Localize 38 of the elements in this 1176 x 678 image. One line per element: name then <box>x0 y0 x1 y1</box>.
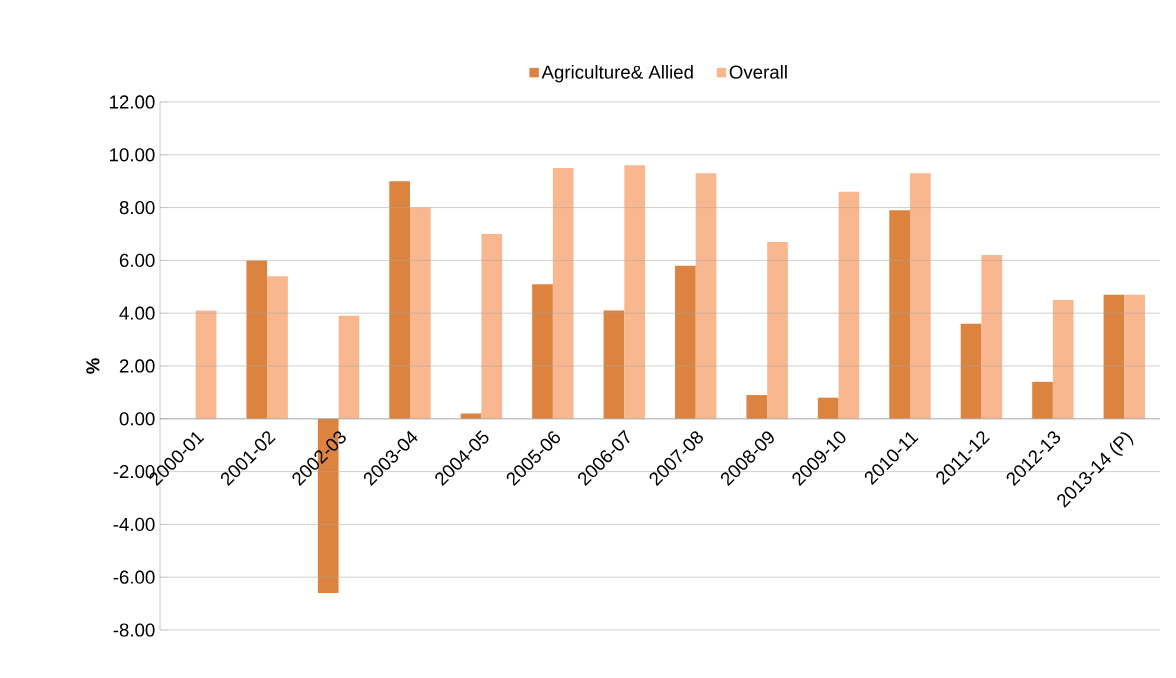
bar <box>267 276 288 419</box>
y-tick-label: 6.00 <box>119 253 155 268</box>
bar <box>1032 381 1053 419</box>
bar <box>1124 294 1146 419</box>
y-tick-label: 12.00 <box>110 95 155 109</box>
bar <box>960 323 982 419</box>
bar <box>195 310 217 419</box>
bar <box>889 210 911 419</box>
y-tick-label: -6.00 <box>113 570 155 584</box>
y-axis-title: % <box>86 358 100 374</box>
bar <box>767 241 788 419</box>
bar <box>532 284 553 419</box>
bar <box>338 315 360 419</box>
bar <box>817 397 839 419</box>
bar <box>746 395 768 419</box>
y-tick-label: -8.00 <box>113 623 155 637</box>
bar <box>1103 294 1125 419</box>
bar <box>389 181 411 419</box>
bar <box>695 173 717 419</box>
legend-label: Agriculture& Allied <box>541 65 693 83</box>
bar <box>981 255 1003 419</box>
y-tick-label: 0.00 <box>119 412 155 426</box>
y-tick-label: 4.00 <box>119 306 155 320</box>
bar <box>552 167 574 419</box>
bar <box>675 265 696 419</box>
bar <box>910 173 931 419</box>
y-tick-label: -4.00 <box>113 517 155 532</box>
y-tick-label: 8.00 <box>119 200 155 215</box>
y-tick-label: 2.00 <box>119 359 155 373</box>
bar <box>246 260 268 419</box>
bar <box>481 233 503 419</box>
bar <box>410 207 431 419</box>
bar <box>1052 300 1074 419</box>
bar <box>838 191 860 419</box>
y-tick-label: 10.00 <box>110 148 155 162</box>
legend-label: Overall <box>729 65 787 79</box>
bar <box>603 310 625 419</box>
bar <box>624 165 646 419</box>
